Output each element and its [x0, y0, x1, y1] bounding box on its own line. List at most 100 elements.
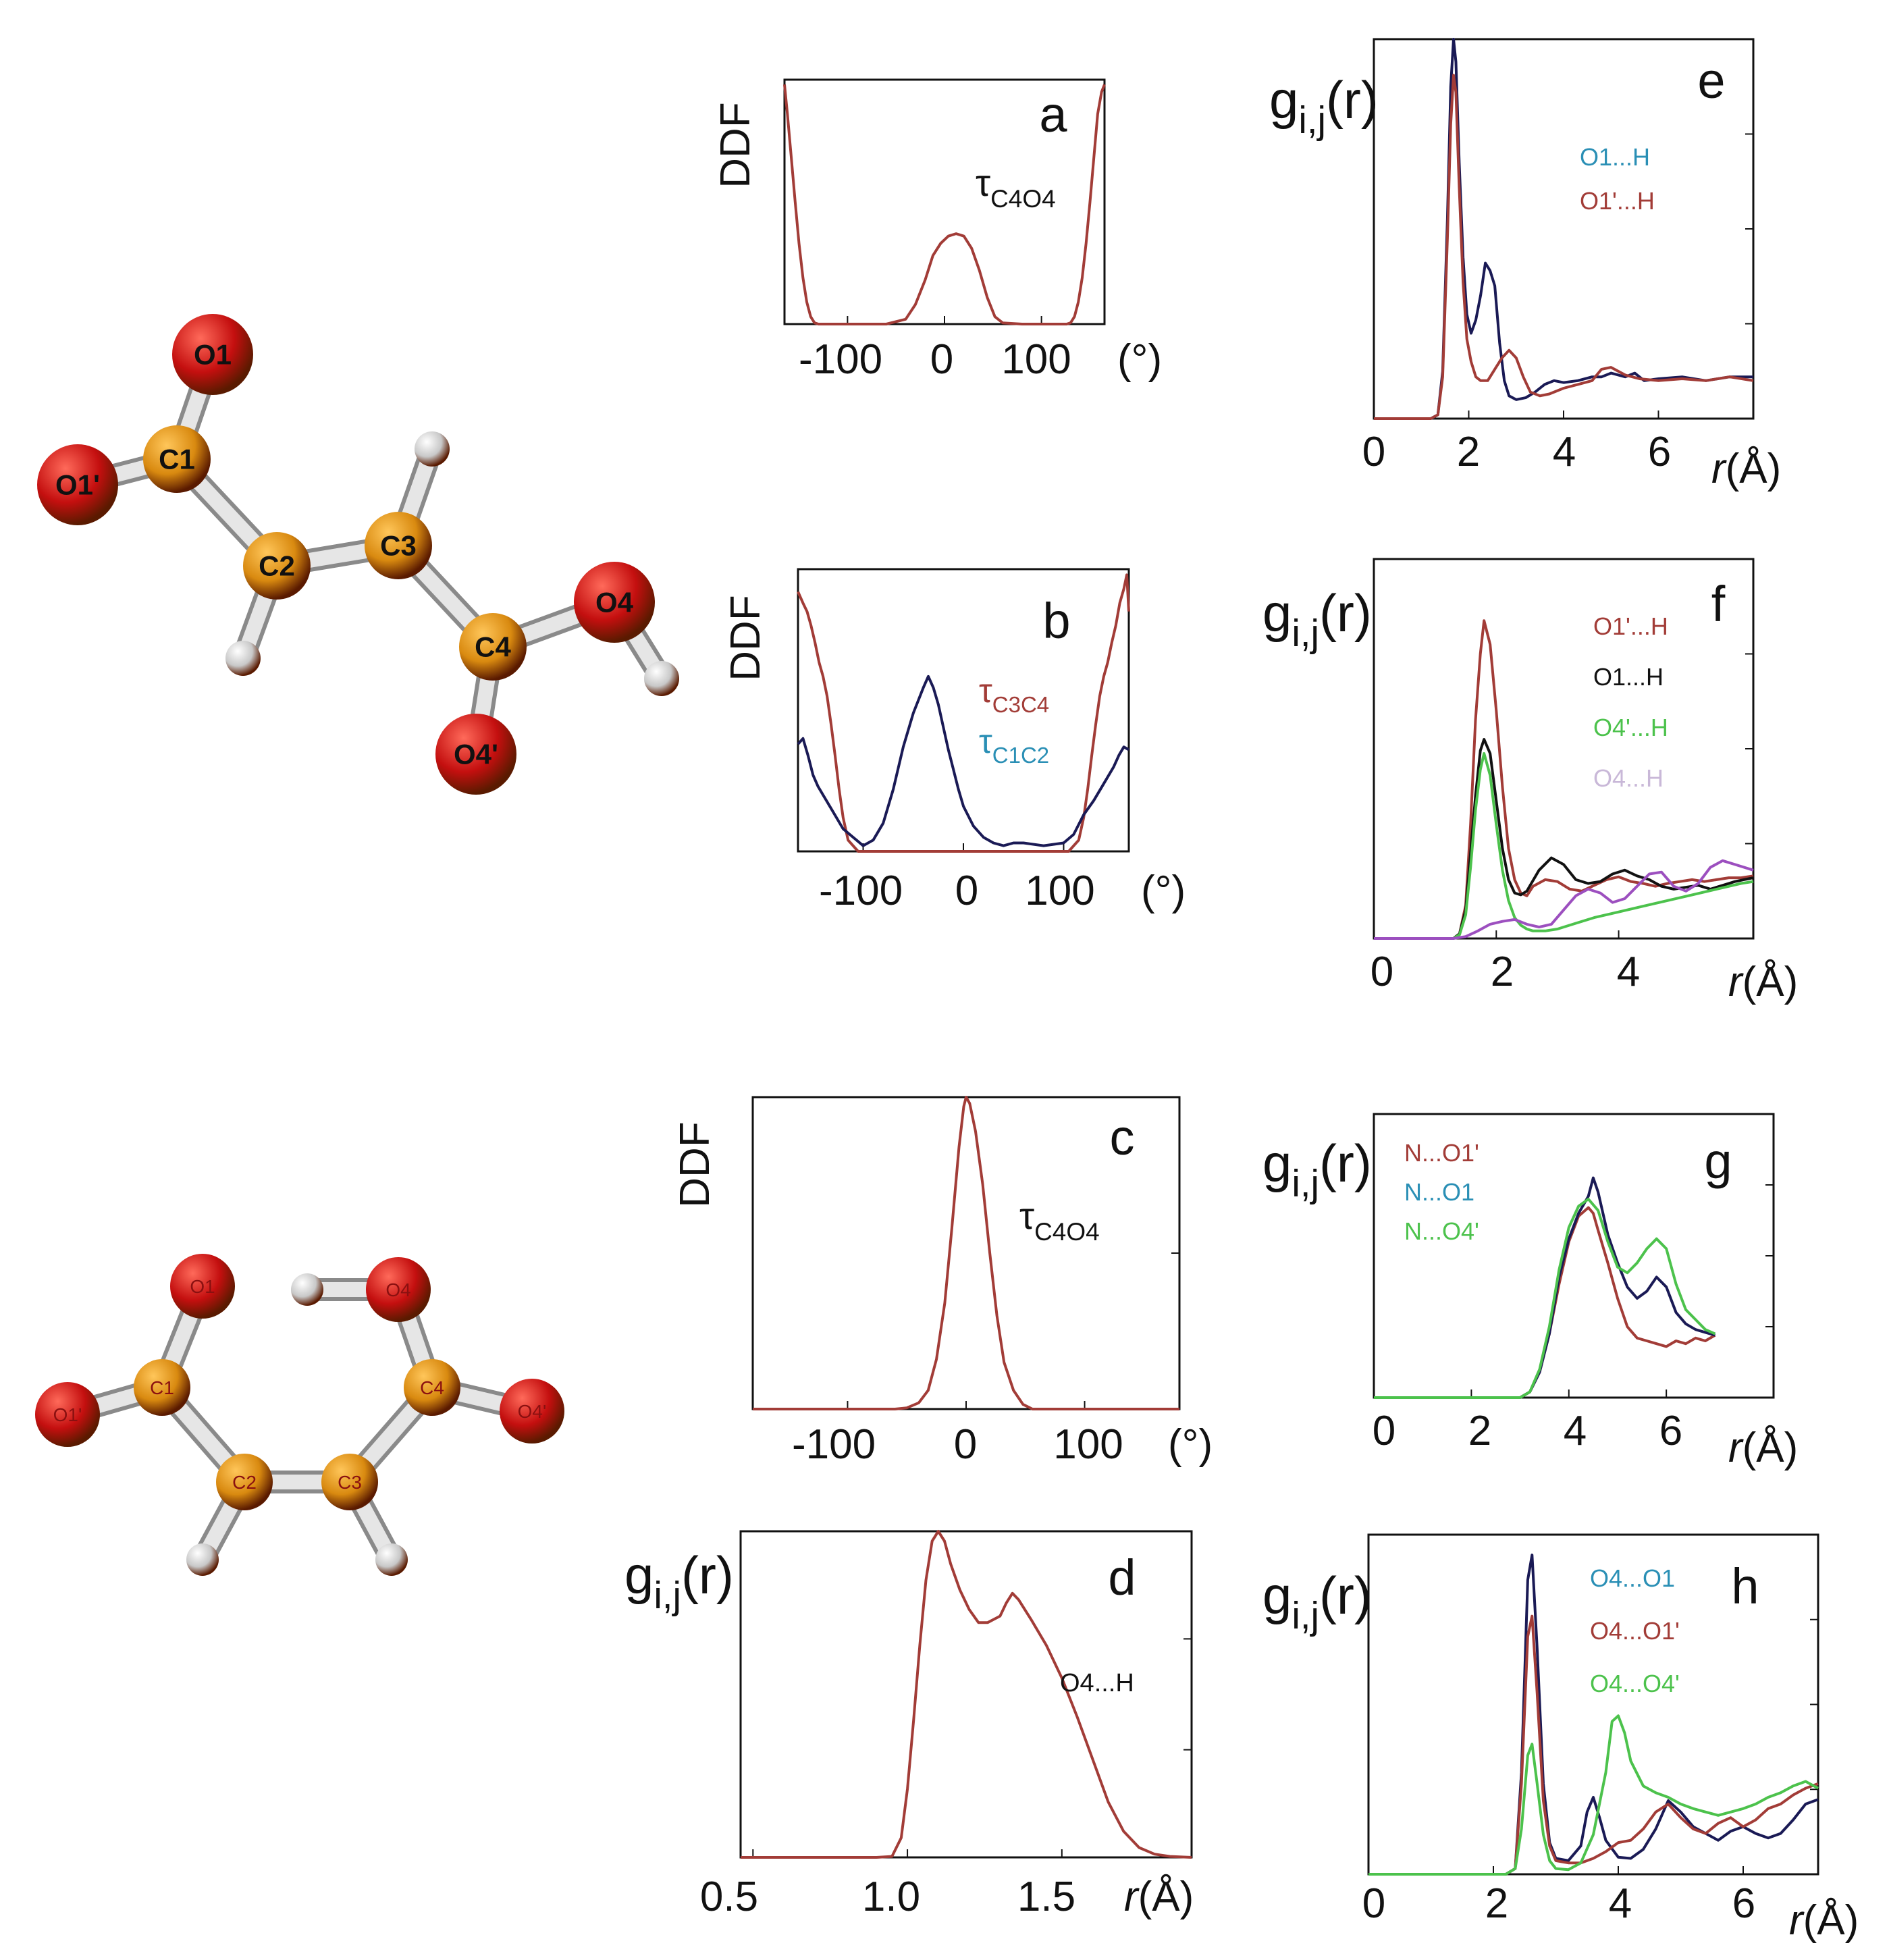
legend-entry-3: O4...H: [1593, 764, 1664, 792]
x-tick-label: 0.5: [700, 1874, 758, 1920]
series-line-O1-H: [1374, 38, 1753, 420]
oxygen-atom: [500, 1379, 564, 1443]
carbon-atom: [404, 1359, 460, 1416]
series-line-O1-H: [1374, 74, 1754, 420]
atom-label: C3: [338, 1472, 362, 1493]
x-tick-label: 4: [1564, 1408, 1587, 1454]
hydrogen-atom: [415, 431, 450, 467]
series-line-O4-H: [1374, 752, 1754, 940]
molecule-layer: O1 O1' C1 C2 C3 C4 O4 O4' O1 O1' C1 C2 C3 C4 O4 O4': [35, 314, 679, 1576]
panel-a: -100 0 100 (°) DDF a τC4O4: [712, 78, 1162, 383]
legend-entry-2: N...O4': [1404, 1217, 1479, 1245]
oxygen-atom: [37, 444, 118, 525]
hydrogen-atom: [186, 1543, 219, 1576]
y-axis-label-d: gi,j(r): [624, 1545, 734, 1616]
series-line--C4O4: [753, 1096, 1179, 1410]
atom-label: C1: [150, 1377, 174, 1398]
hydrogen-atom: [291, 1273, 323, 1306]
panel-letter: c: [1110, 1109, 1135, 1165]
x-tick-label: -100: [819, 868, 903, 914]
carbon-atom: [143, 425, 211, 493]
x-tick-label: 4: [1617, 949, 1640, 995]
legend-entry-1: O1'...H: [1580, 187, 1655, 215]
series-line-O4-O1: [1368, 1554, 1819, 1876]
atom-label: C1: [159, 444, 195, 475]
legend-entry-2: O4'...H: [1593, 714, 1668, 741]
carbon-atom: [216, 1454, 273, 1510]
x-tick-label: -100: [799, 336, 882, 383]
legend-entry-1: τC1C2: [979, 722, 1049, 768]
oxygen-atom: [574, 562, 655, 643]
annotation-tau: τC4O4: [1019, 1194, 1100, 1246]
atom-label: O1: [194, 339, 232, 371]
atom-label: C4: [475, 631, 511, 663]
panel-h: 0 2 4 6 r(Å) gi,j(r) h O4...O1 O4...O1' O4...O4': [1262, 1533, 1859, 1944]
x-axis-unit: (°): [1141, 868, 1186, 914]
panel-letter: e: [1697, 53, 1725, 109]
oxygen-atom: [366, 1257, 431, 1322]
legend-entry-2: O4...O4': [1590, 1670, 1680, 1697]
x-axis-unit: r(Å): [1728, 1425, 1798, 1471]
x-tick-label: 0: [1373, 1408, 1395, 1454]
series-line-O4-H: [741, 1530, 1192, 1859]
carbon-atom: [365, 512, 432, 579]
atom-label: O4: [385, 1279, 410, 1300]
panel-letter: d: [1108, 1550, 1136, 1606]
y-axis-label: DDF: [722, 595, 769, 681]
series-line--C1C2: [797, 674, 1129, 847]
x-tick-label: -100: [792, 1421, 876, 1468]
series-line-O1-H: [1374, 738, 1754, 940]
x-tick-label: 0: [955, 868, 978, 914]
series-line-O1-H: [1374, 619, 1754, 940]
molecule-2: O1 O1' C1 C2 C3 C4 O4 O4': [35, 1254, 564, 1576]
panel-letter: f: [1711, 576, 1726, 632]
carbon-atom: [321, 1454, 378, 1510]
legend-entry-0: O4...O1: [1590, 1564, 1675, 1592]
x-tick-label: 100: [1001, 336, 1071, 383]
panel-g: 0 2 4 6 r(Å) gi,j(r) g N...O1' N...O1 N...O4': [1262, 1113, 1798, 1471]
x-tick-label: 0: [1362, 429, 1385, 475]
atom-label: O4': [518, 1401, 547, 1422]
series-line-O4-O4-: [1368, 1714, 1819, 1876]
panel-letter: a: [1039, 86, 1067, 142]
atom-label: O4: [595, 587, 634, 618]
atom-label: C4: [420, 1377, 444, 1398]
x-tick-label: 100: [1053, 1421, 1123, 1468]
x-axis-unit: r(Å): [1728, 959, 1798, 1005]
atom-label: O1': [53, 1404, 82, 1425]
carbon-atom: [134, 1359, 190, 1416]
x-tick-label: 0: [1362, 1880, 1385, 1927]
y-axis-label-f: gi,j(r): [1262, 583, 1372, 654]
x-tick-label: 100: [1025, 868, 1094, 914]
x-axis-unit: (°): [1117, 336, 1162, 383]
panel-f: 0 2 4 r(Å) gi,j(r) f O1'...H O1...H O4'...H O4...…: [1262, 558, 1798, 1005]
legend-entry-1: O1...H: [1593, 663, 1664, 691]
series-line-O4-O1-: [1368, 1614, 1819, 1876]
oxygen-atom: [172, 314, 253, 395]
carbon-atom: [243, 532, 311, 600]
series-line--C4O4: [783, 84, 1106, 325]
panel-d: 0.5 1.0 1.5 r(Å) gi,j(r) d O4...H: [624, 1530, 1194, 1920]
panel-e: 0 2 4 6 r(Å) gi,j(r) e O1...H O1'...H: [1269, 38, 1781, 492]
hydrogen-atom: [375, 1543, 408, 1576]
atom-label: O1: [190, 1276, 215, 1297]
plot-frame: [739, 1530, 1193, 1859]
oxygen-atom: [170, 1254, 235, 1319]
atom-label: C2: [259, 550, 295, 582]
x-tick-label: 6: [1648, 429, 1671, 475]
hydrogen-atom: [644, 661, 679, 696]
x-tick-label: 6: [1659, 1408, 1682, 1454]
legend-entry-1: O4...O1': [1590, 1617, 1680, 1645]
hydrogen-atom: [225, 641, 261, 676]
x-tick-label: 2: [1491, 949, 1514, 995]
x-tick-label: 6: [1732, 1880, 1755, 1927]
atom-label: O1': [55, 469, 100, 501]
oxygen-atom: [35, 1382, 100, 1447]
x-axis-unit: (°): [1168, 1421, 1213, 1468]
molecule-1: O1 O1' C1 C2 C3 C4 O4 O4': [37, 314, 679, 795]
legend-entry-0: O1'...H: [1593, 612, 1668, 640]
x-tick-label: 0: [930, 336, 953, 383]
series-line-N-O4-: [1374, 1198, 1716, 1399]
